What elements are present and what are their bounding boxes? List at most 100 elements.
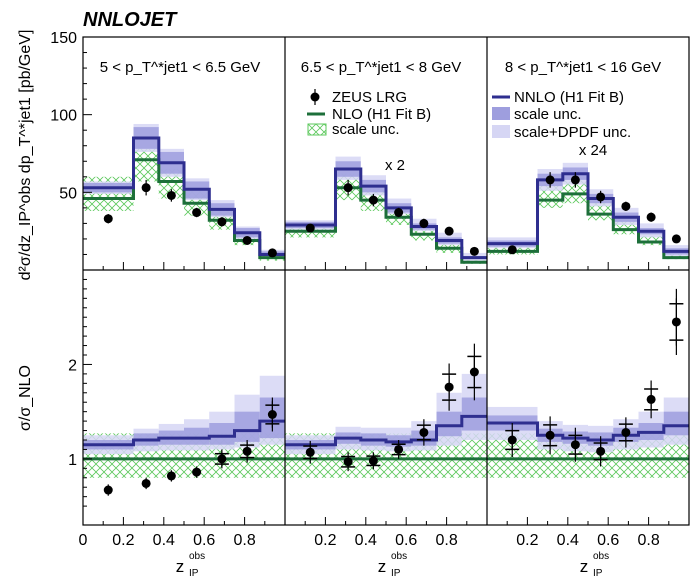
data-point <box>507 245 517 255</box>
data-point <box>103 214 113 224</box>
data-point <box>646 394 656 404</box>
legend-nnlo-dpdf-label: scale+DPDF unc. <box>514 124 631 141</box>
x-axis-title-sub: IP <box>189 568 199 578</box>
legend-nlo-scale-box <box>307 123 327 136</box>
upper-panel-3 <box>487 162 689 260</box>
x-axis-title-sup: obs <box>189 551 205 562</box>
x-tick-label: 0 <box>79 532 88 549</box>
y-tick-label: 1 <box>68 452 77 469</box>
x-axis-title-sup: obs <box>391 551 407 562</box>
data-point <box>242 446 252 456</box>
data-point <box>469 367 479 377</box>
x-axis-title-sup: obs <box>593 551 609 562</box>
data-point <box>444 382 454 392</box>
data-point <box>267 410 277 419</box>
x-tick-label: 0.2 <box>516 532 538 549</box>
y-tick-label: 150 <box>50 30 77 47</box>
nlo-line <box>487 192 689 260</box>
data-point <box>646 212 656 222</box>
upper-y-axis-title: d²σ/dz_IP^obs dp_T^*jet1 [pb/GeV] <box>17 30 34 281</box>
data-point <box>368 456 378 466</box>
legend-nnlo-scale-label: scale unc. <box>514 106 582 123</box>
panel-scale-label: x 24 <box>579 142 607 159</box>
data-point <box>596 446 606 456</box>
x-tick-label: 0.4 <box>557 532 579 549</box>
data-point <box>469 246 479 256</box>
data-point <box>141 183 151 193</box>
lower-y-axis-title: σ/σ_NLO <box>17 365 34 431</box>
nnlo-scale-band <box>663 411 689 436</box>
panel-range-label: 8 < p_T^*jet1 < 16 GeV <box>505 59 661 76</box>
x-tick-label: 0.6 <box>597 532 619 549</box>
data-point <box>596 192 606 202</box>
data-point <box>419 218 429 228</box>
y-tick-label: 100 <box>50 108 77 125</box>
x-tick-label: 0.8 <box>637 532 659 549</box>
data-point <box>545 175 555 185</box>
data-point <box>507 435 517 445</box>
data-point <box>671 317 681 327</box>
data-point <box>192 208 202 218</box>
x-tick-label: 0.4 <box>153 532 175 549</box>
data-point <box>141 478 151 488</box>
panel-range-label: 6.5 < p_T^*jet1 < 8 GeV <box>301 59 461 76</box>
data-point <box>671 234 681 244</box>
x-axis-title: z <box>176 557 185 576</box>
data-point <box>394 208 404 218</box>
panel-range-label: 5 < p_T^*jet1 < 6.5 GeV <box>100 59 260 76</box>
x-tick-label: 0.2 <box>112 532 134 549</box>
data-point <box>305 223 315 233</box>
nnlo-line <box>83 419 285 447</box>
legend-nnlo-dpdf-box <box>492 125 510 138</box>
data-point <box>305 447 315 457</box>
panel-scale-label: x 2 <box>385 157 405 174</box>
data-point <box>166 190 176 200</box>
nnlo-scale-band <box>436 411 462 437</box>
data-point <box>166 471 176 481</box>
y-tick-label: 2 <box>68 357 77 374</box>
upper-panel-2 <box>285 156 487 264</box>
legend-nnlo-scale-box <box>492 107 510 120</box>
data-point <box>343 183 353 193</box>
legend-nlo-scale-label: scale unc. <box>332 121 400 138</box>
x-tick-label: 0.6 <box>193 532 215 549</box>
x-tick-label: 0.8 <box>233 532 255 549</box>
data-point <box>570 440 580 450</box>
chart-title: NNLOJET <box>83 9 178 31</box>
data-point <box>192 467 202 477</box>
nnlo-scale-band <box>234 411 260 442</box>
x-tick-label: 0.8 <box>435 532 457 549</box>
x-tick-label: 0.4 <box>355 532 377 549</box>
data-point <box>217 217 227 227</box>
nlo-scale-band <box>638 235 664 246</box>
legend-nlo-label: NLO (H1 Fit B) <box>332 106 431 123</box>
data-point <box>444 226 454 236</box>
data-point <box>217 454 227 464</box>
data-point <box>545 430 555 440</box>
nnlo-scale-band <box>184 427 210 445</box>
x-tick-label: 0.2 <box>314 532 336 549</box>
data-point <box>394 444 404 454</box>
data-point <box>570 175 580 185</box>
data-point <box>242 235 252 245</box>
nlo-scale-band <box>133 148 159 182</box>
lower-panel-3 <box>487 288 689 478</box>
data-point <box>343 457 353 467</box>
y-tick-label: 50 <box>59 185 77 202</box>
data-point <box>419 427 429 437</box>
legend-zeus-label: ZEUS LRG <box>332 89 407 106</box>
lower-panel-1 <box>83 375 285 496</box>
nlo-line <box>83 158 285 260</box>
data-point <box>621 427 631 437</box>
nnlo-scale-band <box>209 423 235 445</box>
nlo-line <box>285 186 487 264</box>
nnlo-line <box>83 136 285 256</box>
nnlo-scale-band <box>461 397 487 431</box>
x-axis-title: z <box>378 557 387 576</box>
legend-nnlo-label: NNLO (H1 Fit B) <box>514 89 624 106</box>
x-axis-title-sub: IP <box>593 568 603 578</box>
data-point <box>103 485 113 495</box>
x-axis-title: z <box>580 557 589 576</box>
x-axis-title-sub: IP <box>391 568 401 578</box>
